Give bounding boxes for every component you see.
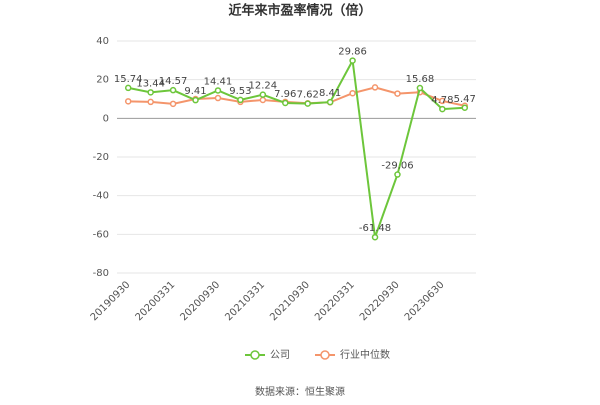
source-note: 数据来源：恒生聚源 (255, 385, 345, 398)
point (124, 84, 132, 92)
data-label: 8.41 (319, 88, 341, 99)
point (214, 87, 222, 94)
point (259, 96, 267, 104)
x-tick-label: 20200331 (134, 279, 178, 323)
y-tick-label: 0 (103, 113, 109, 124)
point (214, 94, 222, 102)
point (237, 96, 244, 104)
data-label: 29.86 (338, 47, 367, 58)
x-tick-label: 20220331 (313, 279, 357, 323)
point (349, 89, 356, 97)
series-line (128, 57, 465, 238)
point (371, 233, 379, 241)
y-tick-label: 20 (96, 75, 109, 86)
x-tick-label: 20200930 (178, 279, 222, 323)
point (147, 89, 154, 96)
x-tick-label: 20210930 (268, 279, 312, 323)
data-label: 14.41 (204, 76, 233, 87)
data-label: 15.68 (406, 74, 435, 85)
legend-label: 公司 (270, 350, 290, 361)
data-label: -61.48 (359, 223, 391, 234)
chart-title: 近年来市盈率情况（倍） (228, 3, 371, 19)
point (416, 84, 424, 92)
x-tick-label: 20230630 (403, 279, 447, 323)
x-tick-label: 20220930 (358, 279, 402, 323)
data-label: -29.06 (381, 161, 413, 172)
point (439, 105, 446, 113)
point (394, 90, 401, 97)
point (259, 91, 267, 98)
legend-marker (320, 350, 330, 360)
y-tick-label: -60 (93, 229, 109, 240)
y-tick-label: -80 (93, 268, 109, 279)
data-label: 13.44 (136, 78, 165, 89)
point (349, 57, 356, 64)
legend-label: 行业中位数 (340, 348, 390, 361)
data-label: 9.41 (184, 86, 206, 97)
y-tick-label: -20 (93, 152, 109, 163)
point (439, 97, 446, 105)
point (124, 98, 132, 105)
y-tick-label: -40 (93, 191, 109, 202)
point (192, 96, 199, 104)
data-label: 5.47 (454, 94, 476, 105)
point (394, 171, 401, 178)
data-label: 4.78 (431, 95, 453, 106)
point (147, 98, 154, 106)
point (169, 100, 177, 108)
data-label: 7.96 (274, 89, 296, 100)
point (304, 100, 311, 107)
point (371, 84, 379, 91)
point (461, 104, 469, 112)
x-tick-label: 20190930 (89, 279, 133, 323)
x-tick-label: 20210331 (223, 279, 267, 323)
data-label: 15.74 (114, 74, 143, 85)
data-label: 7.62 (297, 90, 319, 101)
point (326, 98, 334, 106)
data-label: 12.24 (249, 81, 278, 92)
data-label: 14.57 (159, 76, 188, 87)
y-tick-label: 40 (96, 36, 109, 47)
legend-marker (250, 350, 260, 360)
point (169, 86, 177, 94)
data-label: 9.53 (229, 86, 251, 97)
point (282, 99, 289, 107)
